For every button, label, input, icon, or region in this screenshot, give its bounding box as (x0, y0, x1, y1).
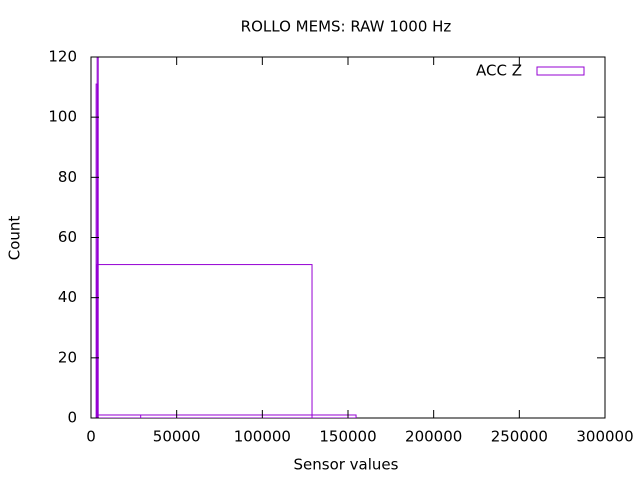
y-axis-label: Count (6, 216, 24, 261)
x-tick-label: 200000 (405, 428, 462, 446)
y-tick-label: 100 (48, 108, 77, 126)
x-axis-label: Sensor values (294, 456, 399, 474)
y-tick-label: 40 (58, 288, 77, 306)
y-tick-label: 80 (58, 168, 77, 186)
y-tick-label: 60 (58, 228, 77, 246)
histogram-bar (96, 57, 99, 418)
legend-swatch (536, 66, 585, 76)
y-tick-label: 20 (58, 348, 77, 366)
plot-area (95, 57, 357, 418)
x-tick-label: 300000 (576, 428, 633, 446)
x-tick-label: 250000 (491, 428, 548, 446)
y-tick-label: 120 (48, 48, 77, 66)
chart-title: ROLLO MEMS: RAW 1000 Hz (241, 18, 452, 36)
x-tick-label: 0 (86, 428, 96, 446)
legend-label: ACC Z (476, 62, 522, 80)
histogram-bar (96, 264, 313, 418)
x-tick-label: 100000 (234, 428, 291, 446)
plot-border (90, 56, 606, 419)
x-tick-label: 50000 (153, 428, 201, 446)
y-tick-label: 0 (67, 409, 77, 427)
histogram-bar (96, 414, 142, 418)
x-tick-label: 150000 (319, 428, 376, 446)
